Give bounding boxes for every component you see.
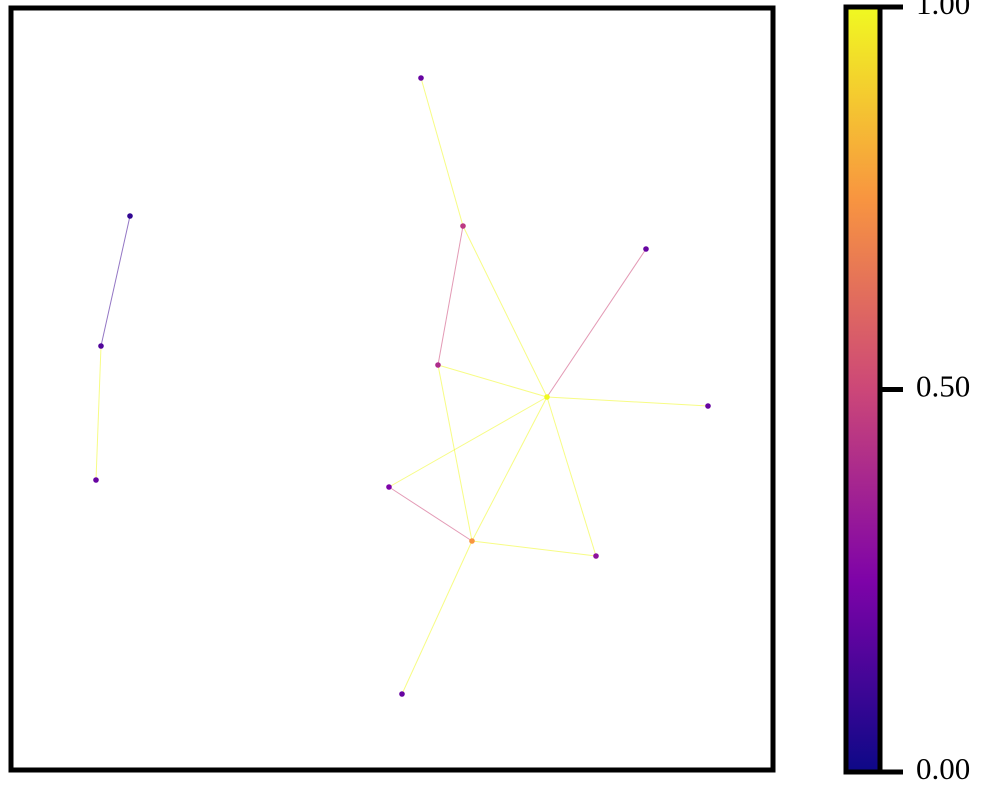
edge (471, 396, 548, 542)
edge (546, 248, 647, 398)
node (544, 394, 550, 400)
colorbar-tick-label: 0.00 (916, 751, 970, 786)
plot-frame (8, 5, 776, 773)
node (399, 691, 405, 697)
nodes (93, 75, 711, 697)
node (643, 246, 649, 252)
edge (437, 364, 473, 542)
colorbar-tick-label: 0.50 (916, 369, 970, 404)
node (469, 538, 475, 544)
colorbar (843, 4, 883, 775)
edge (546, 396, 597, 557)
edge (388, 486, 473, 542)
node (460, 223, 466, 229)
edge (462, 225, 548, 398)
edge (401, 540, 473, 695)
edge (388, 396, 548, 488)
node (93, 477, 99, 483)
edge (420, 77, 464, 227)
node (386, 484, 392, 490)
node (127, 213, 133, 219)
edge (437, 225, 464, 366)
node (98, 343, 104, 349)
edge (437, 364, 548, 398)
node (705, 403, 711, 409)
edge (100, 215, 131, 347)
colorbar-axis: 0.00 0.50 1.00 (880, 0, 970, 786)
edges (95, 77, 709, 695)
edge (546, 396, 709, 407)
node (418, 75, 424, 81)
node (593, 553, 599, 559)
edge (471, 540, 597, 557)
edge (95, 345, 102, 481)
colorbar-tick-label: 1.00 (916, 0, 970, 21)
node (435, 362, 441, 368)
